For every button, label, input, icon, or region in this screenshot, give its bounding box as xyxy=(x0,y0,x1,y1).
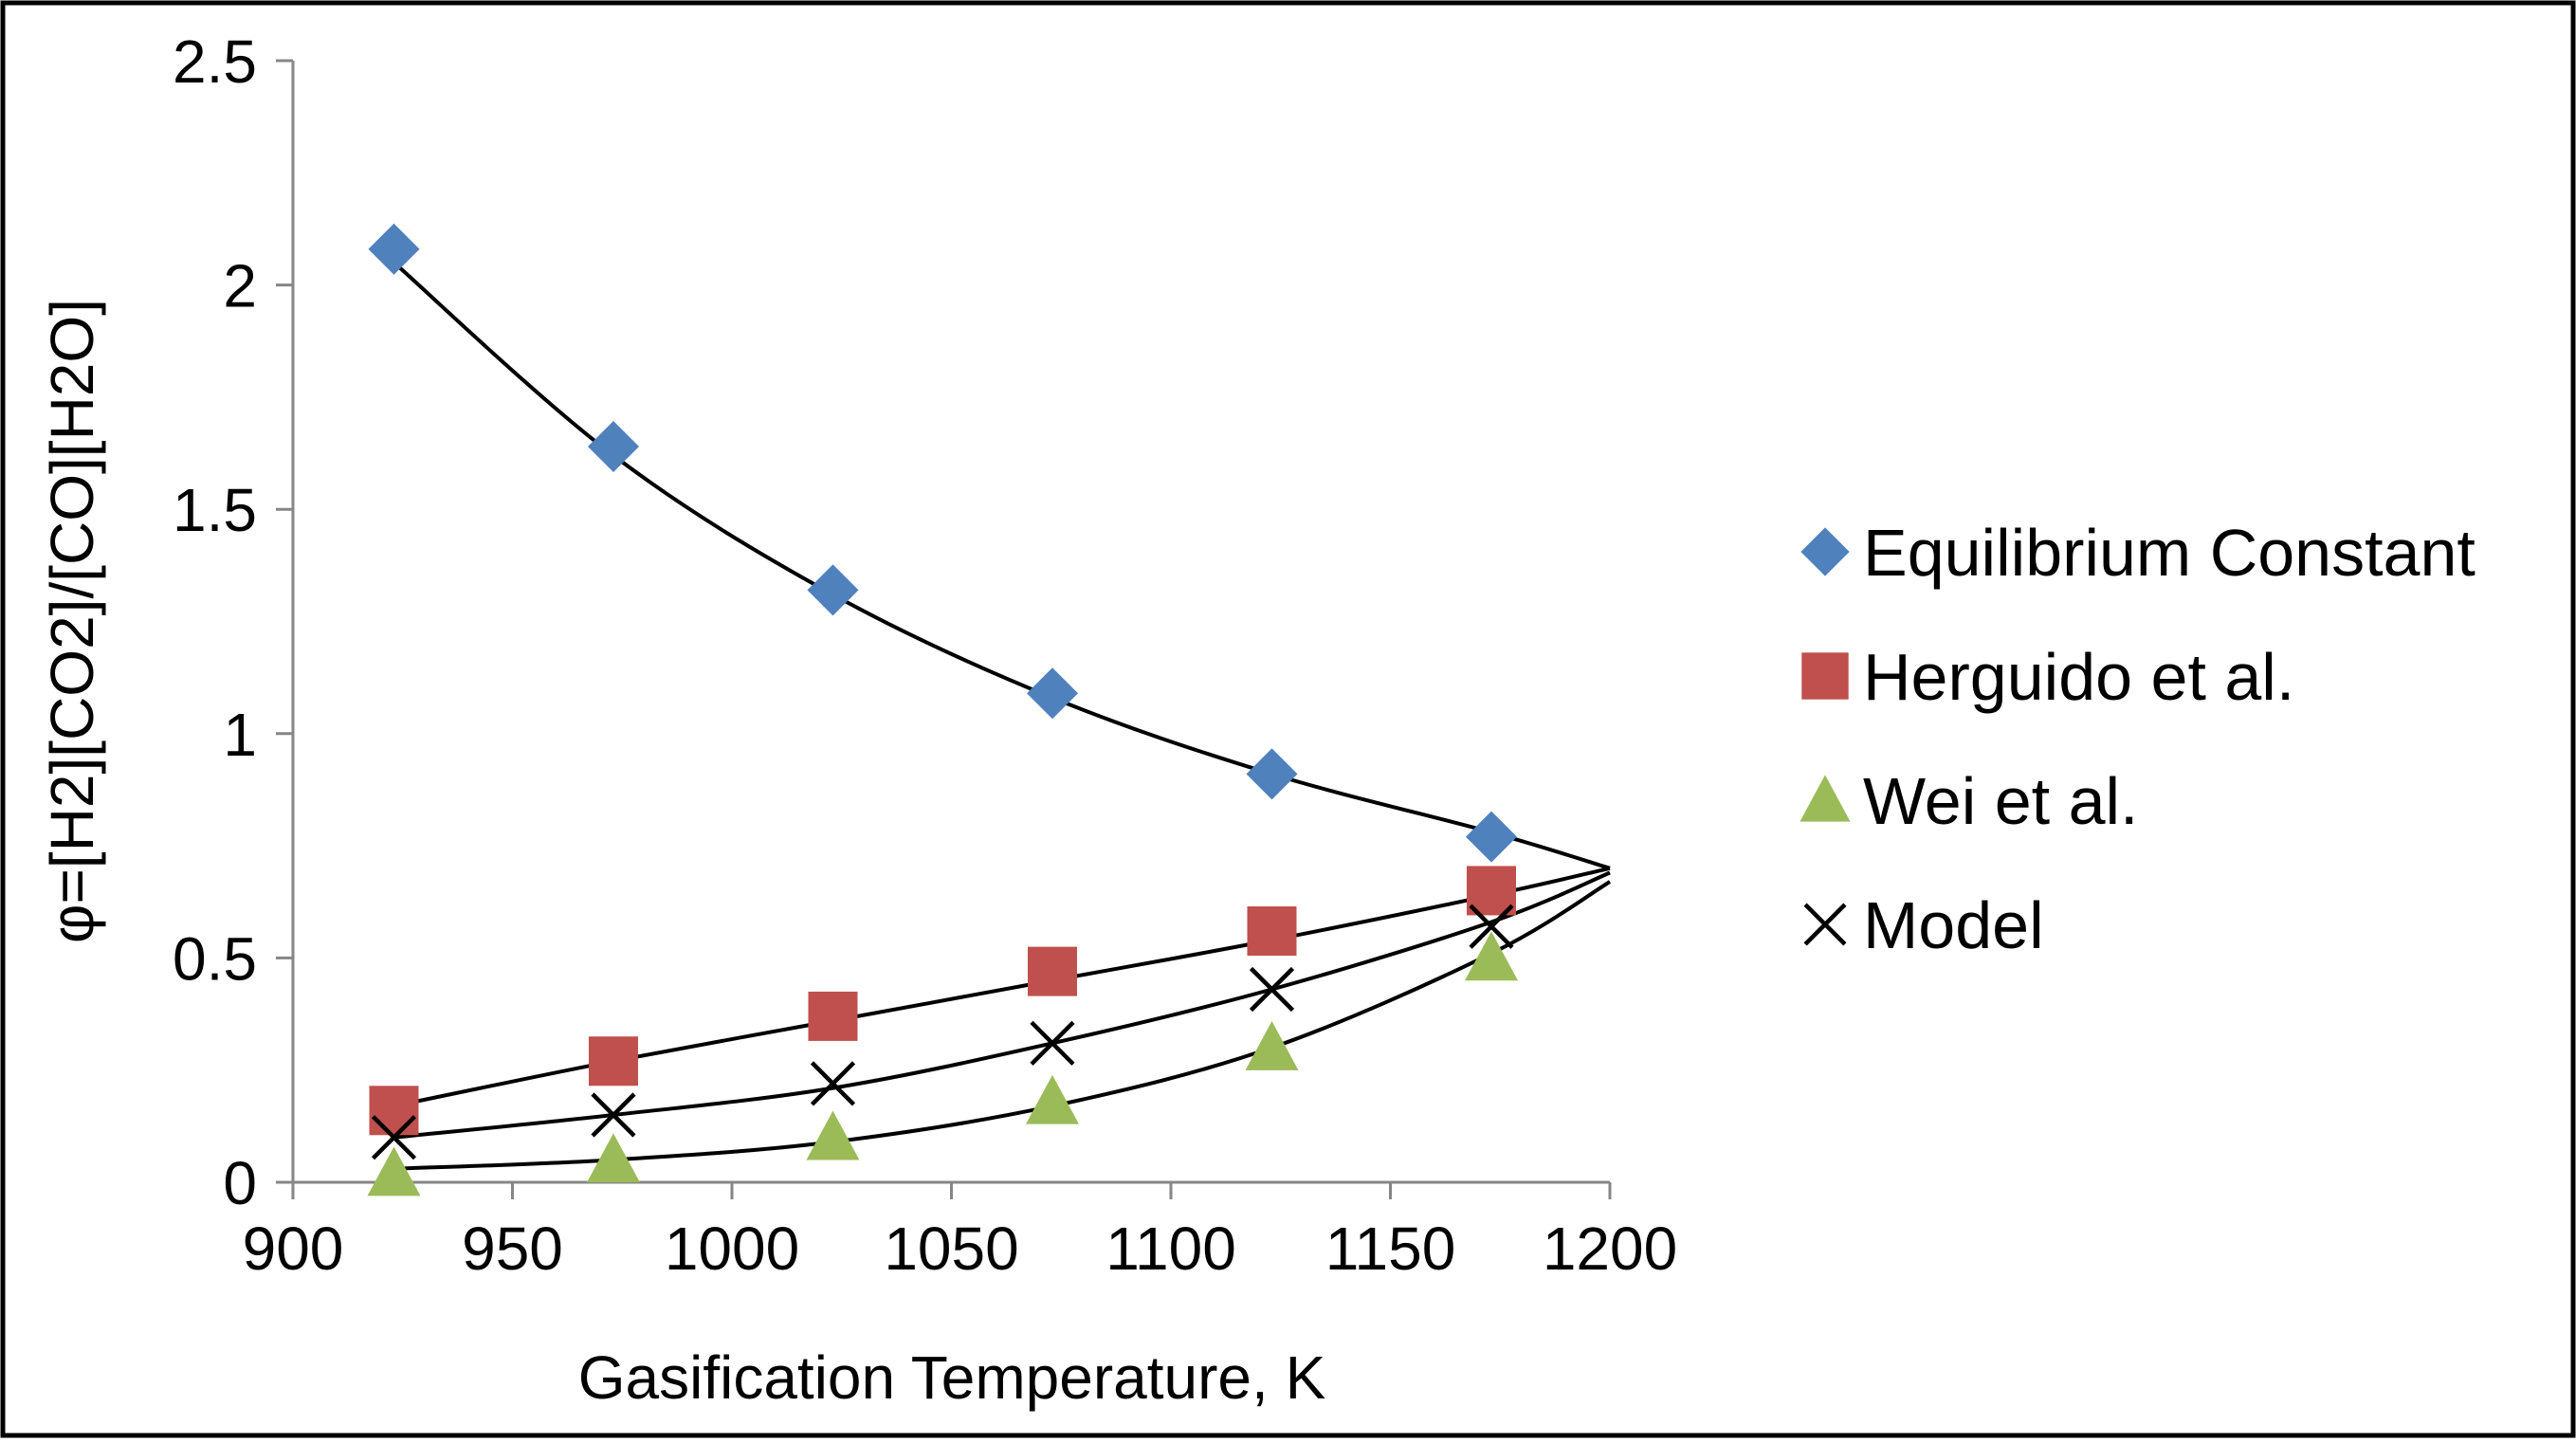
y-tick-label: 0 xyxy=(223,1149,257,1217)
y-tick-label: 1 xyxy=(223,701,257,769)
y-tick-label: 1.5 xyxy=(173,476,257,544)
data-point-square xyxy=(588,1036,638,1087)
data-point-square xyxy=(1247,906,1297,957)
x-tick-label: 1200 xyxy=(1543,1215,1677,1283)
legend-marker-square xyxy=(1801,652,1849,700)
data-point-triangle xyxy=(1245,1021,1299,1070)
data-point-x xyxy=(810,1061,856,1106)
data-point-triangle xyxy=(1025,1074,1079,1124)
legend-label: Wei et al. xyxy=(1863,764,2139,838)
x-tick-label: 1000 xyxy=(665,1215,799,1283)
x-tick-label: 900 xyxy=(243,1215,344,1283)
data-point-square xyxy=(808,991,858,1041)
data-point-x xyxy=(1249,966,1295,1013)
x-axis-title: Gasification Temperature, K xyxy=(578,1343,1326,1412)
legend-label: Model xyxy=(1863,888,2044,962)
data-point-diamond xyxy=(1246,748,1298,800)
data-point-square xyxy=(1466,866,1516,916)
legend-marker-x xyxy=(1803,903,1847,946)
legend: Equilibrium Constant Herguido et al. Wei e… xyxy=(1800,516,2476,962)
data-point-x xyxy=(1030,1020,1075,1066)
data-point-triangle xyxy=(1464,931,1518,981)
y-tick-label: 2.5 xyxy=(173,27,257,96)
data-point-triangle xyxy=(367,1146,421,1196)
legend-marker-diamond xyxy=(1800,527,1850,576)
data-point-x xyxy=(1469,904,1514,949)
data-point-diamond xyxy=(587,420,639,472)
data-point-diamond xyxy=(807,564,859,616)
data-point-diamond xyxy=(368,223,420,275)
x-tick-label: 1050 xyxy=(884,1215,1018,1283)
data-markers xyxy=(367,223,1518,1196)
data-point-triangle xyxy=(806,1110,860,1160)
y-tick-label: 0.5 xyxy=(173,924,257,993)
legend-label: Equilibrium Constant xyxy=(1863,516,2476,590)
data-point-diamond xyxy=(1026,667,1078,720)
x-tick-label: 950 xyxy=(462,1215,563,1283)
x-tick-label: 1150 xyxy=(1325,1215,1456,1283)
data-point-square xyxy=(1027,946,1077,996)
data-point-square xyxy=(369,1086,419,1136)
y-axis-title: φ=[H2][CO2]/[CO][H2O] xyxy=(38,299,106,943)
legend-label: Herguido et al. xyxy=(1863,640,2294,714)
axis-ticks: 0 0.5 1 1.5 2 2.5 900 950 1000 1050 1100 1150 1200 xyxy=(173,27,1677,1283)
y-tick-label: 2 xyxy=(223,252,257,320)
data-point-diamond xyxy=(1465,811,1517,863)
x-tick-label: 1100 xyxy=(1105,1215,1236,1283)
legend-marker-triangle xyxy=(1800,775,1851,822)
data-point-x xyxy=(591,1092,636,1138)
data-point-x xyxy=(371,1115,417,1160)
data-point-triangle xyxy=(586,1133,640,1183)
